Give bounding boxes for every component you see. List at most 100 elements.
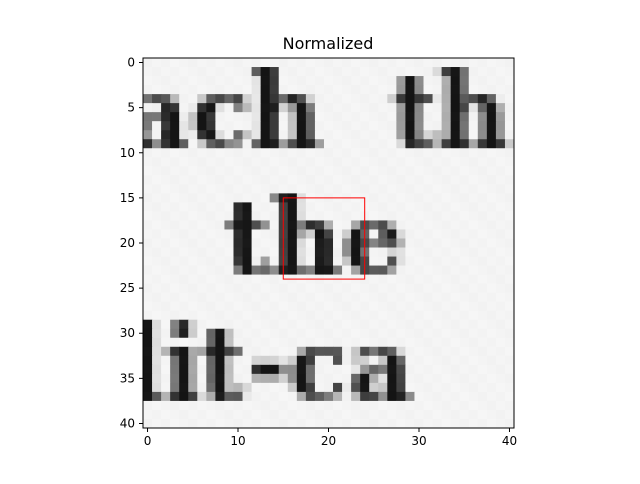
- pixel: [152, 418, 162, 429]
- pixel: [351, 121, 361, 131]
- pixel: [242, 130, 252, 140]
- pixel: [179, 166, 189, 176]
- pixel: [360, 400, 370, 411]
- pixel: [161, 157, 171, 167]
- pixel: [486, 166, 497, 176]
- pixel: [233, 229, 243, 239]
- pixel: [251, 58, 262, 68]
- pixel: [459, 229, 470, 239]
- pixel: [432, 103, 443, 113]
- pixel: [323, 292, 334, 303]
- pixel: [450, 148, 461, 158]
- pixel: [504, 184, 515, 194]
- pixel: [369, 103, 379, 113]
- y-tick-label: 15: [120, 191, 135, 205]
- pixel: [251, 211, 262, 221]
- pixel: [459, 328, 470, 339]
- pixel: [414, 400, 424, 411]
- pixel: [504, 76, 515, 86]
- pixel: [333, 220, 343, 230]
- pixel: [459, 121, 470, 131]
- pixel: [378, 148, 388, 158]
- pixel: [414, 256, 424, 266]
- pixel: [206, 76, 216, 86]
- pixel: [278, 301, 289, 312]
- x-tick-label: 40: [502, 434, 517, 448]
- pixel: [233, 301, 243, 312]
- pixel: [269, 148, 280, 158]
- pixel: [161, 229, 171, 239]
- pixel: [468, 328, 479, 339]
- pixel: [314, 220, 325, 230]
- pixel: [215, 67, 225, 77]
- pixel: [251, 373, 262, 384]
- pixel: [170, 157, 180, 167]
- pixel: [233, 211, 243, 221]
- pixel: [405, 67, 415, 77]
- pixel: [387, 346, 397, 357]
- pixel: [342, 319, 352, 330]
- pixel: [396, 373, 406, 384]
- pixel: [423, 229, 433, 239]
- pixel: [450, 346, 461, 357]
- pixel: [197, 112, 207, 122]
- pixel: [495, 85, 506, 95]
- pixel: [378, 256, 388, 266]
- pixel: [233, 112, 243, 122]
- pixel: [369, 391, 379, 402]
- pixel: [369, 283, 379, 294]
- pixel: [486, 121, 497, 131]
- pixel: [170, 310, 180, 321]
- pixel: [378, 382, 388, 393]
- pixel: [206, 58, 216, 68]
- pixel: [387, 130, 397, 140]
- pixel: [378, 319, 388, 330]
- pixel: [143, 265, 153, 275]
- pixel: [143, 274, 153, 285]
- pixel: [170, 238, 180, 248]
- pixel: [369, 94, 379, 104]
- pixel: [423, 418, 433, 429]
- pixel: [468, 85, 479, 95]
- pixel: [206, 364, 216, 375]
- pixel: [323, 130, 334, 140]
- pixel: [305, 346, 316, 357]
- pixel: [405, 283, 415, 294]
- pixel: [269, 103, 280, 113]
- pixel: [369, 67, 379, 77]
- pixel: [296, 373, 307, 384]
- pixel: [486, 328, 497, 339]
- pixel: [396, 139, 406, 149]
- pixel: [396, 67, 406, 77]
- pixel: [188, 175, 198, 185]
- pixel: [387, 139, 397, 149]
- pixel: [233, 157, 243, 167]
- pixel: [152, 202, 162, 212]
- pixel: [387, 85, 397, 95]
- pixel: [188, 274, 198, 285]
- pixel: [287, 166, 298, 176]
- pixel: [143, 121, 153, 131]
- pixel: [224, 391, 234, 402]
- pixel: [269, 391, 280, 402]
- pixel: [504, 58, 515, 68]
- pixel: [459, 202, 470, 212]
- pixel: [323, 373, 334, 384]
- pixel: [152, 94, 162, 104]
- pixel: [486, 283, 497, 294]
- pixel: [459, 67, 470, 77]
- pixel: [387, 409, 397, 420]
- pixel: [495, 292, 506, 303]
- pixel: [486, 265, 497, 275]
- pixel: [242, 139, 252, 149]
- pixel: [143, 382, 153, 393]
- pixel: [333, 346, 343, 357]
- pixel: [251, 319, 262, 330]
- pixel: [396, 202, 406, 212]
- pixel: [432, 301, 443, 312]
- pixel: [197, 265, 207, 275]
- pixel: [351, 112, 361, 122]
- pixel: [333, 76, 343, 86]
- pixel: [441, 166, 452, 176]
- pixel: [432, 139, 443, 149]
